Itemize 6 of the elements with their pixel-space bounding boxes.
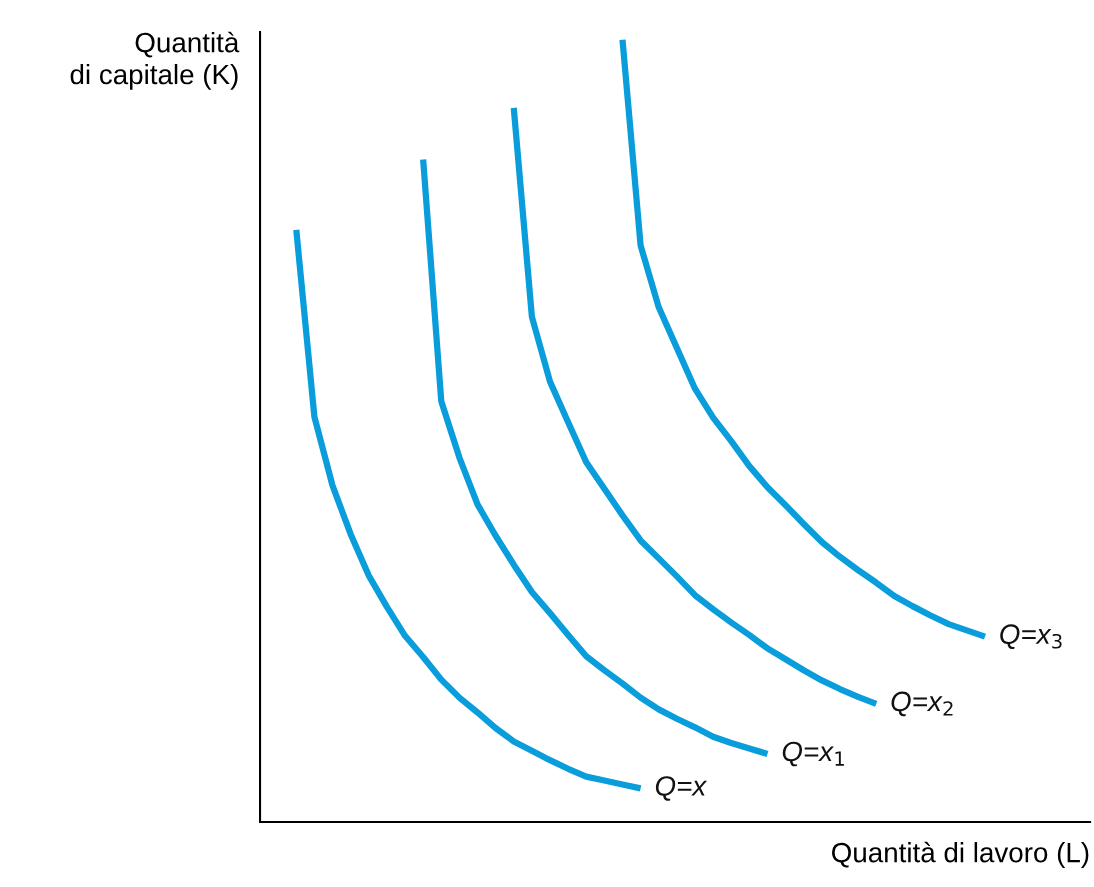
series-label: Q=x$_{3}$ bbox=[1000, 624, 1062, 649]
series-label: Q=x$_{1}$ bbox=[782, 741, 844, 767]
x-axis-title: Quantità di lavoro (L) bbox=[832, 841, 1089, 868]
series-label: Q=x bbox=[655, 776, 708, 801]
y-axis-title: Quantità di capitale (K) bbox=[70, 31, 240, 90]
series-label: Q=x$_{2}$ bbox=[891, 691, 953, 717]
